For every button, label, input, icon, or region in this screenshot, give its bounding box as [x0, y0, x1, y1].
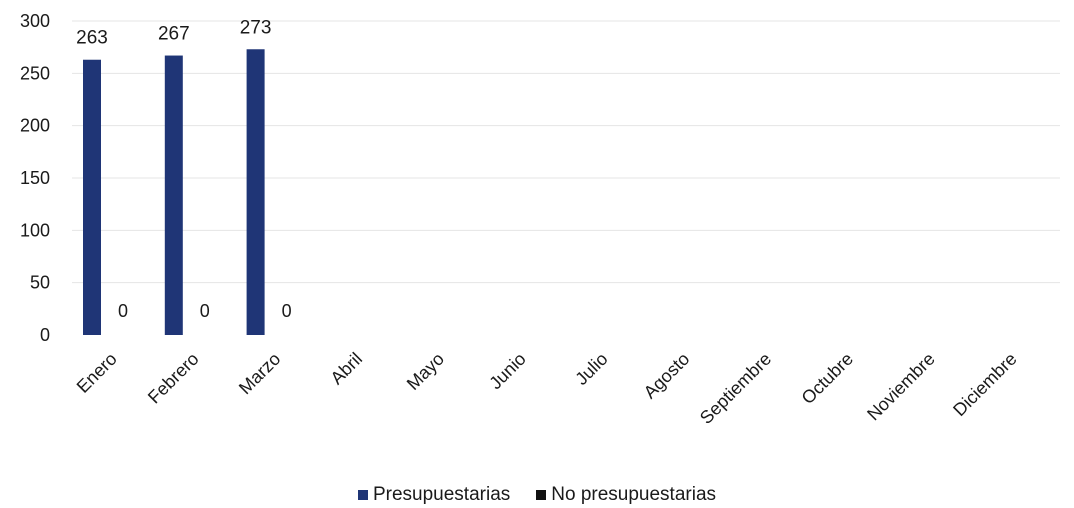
- y-tick-label: 0: [40, 325, 50, 345]
- legend-swatch-presupuestarias: [357, 490, 368, 500]
- data-label-no-presupuestarias: 0: [282, 301, 292, 321]
- x-tick-label: Abril: [327, 349, 367, 389]
- x-tick-label: Enero: [73, 349, 121, 397]
- bars: [83, 49, 265, 336]
- x-tick-label: Julio: [571, 349, 611, 389]
- data-label-no-presupuestarias: 0: [118, 301, 128, 321]
- data-label-presupuestarias: 267: [158, 24, 190, 45]
- legend-swatch-no-presupuestarias: [536, 490, 547, 500]
- legend-label-no-presupuestarias: No presupuestarias: [551, 484, 717, 505]
- legend-item-presupuestarias: Presupuestarias: [357, 484, 511, 506]
- bar-presupuestarias: [83, 59, 101, 336]
- x-tick-label: Agosto: [640, 349, 694, 403]
- data-labels: 263 0 267 0 273 0: [76, 17, 291, 321]
- x-axis-ticks: Enero Febrero Marzo Abril Mayo Junio Julio Agos…: [73, 349, 1021, 428]
- x-tick-label: Mayo: [403, 349, 448, 394]
- x-tick-label: Junio: [485, 349, 530, 394]
- y-tick-label: 150: [20, 168, 50, 188]
- legend: Presupuestarias No presupuestarias: [0, 484, 1074, 506]
- y-tick-label: 100: [20, 220, 50, 240]
- data-label-presupuestarias: 263: [76, 28, 108, 49]
- legend-label-presupuestarias: Presupuestarias: [372, 484, 511, 505]
- x-tick-label: Diciembre: [949, 349, 1020, 420]
- x-tick-label: Septiembre: [696, 349, 775, 428]
- bar-presupuestarias: [246, 49, 265, 335]
- y-tick-label: 200: [20, 116, 50, 136]
- x-tick-label: Octubre: [798, 349, 857, 408]
- data-label-no-presupuestarias: 0: [200, 301, 210, 321]
- data-label-presupuestarias: 273: [240, 17, 272, 38]
- x-tick-label: Marzo: [235, 349, 285, 399]
- y-axis-ticks: 0 50 100 150 200 250 300: [20, 11, 50, 345]
- y-tick-label: 300: [20, 11, 50, 31]
- legend-item-no-presupuestarias: No presupuestarias: [536, 484, 716, 506]
- bar-presupuestarias: [164, 55, 183, 335]
- x-tick-label: Febrero: [144, 349, 203, 408]
- x-tick-label: Noviembre: [863, 349, 939, 425]
- gridlines: [72, 20, 1060, 284]
- y-tick-label: 50: [30, 273, 50, 293]
- y-tick-label: 250: [20, 63, 50, 83]
